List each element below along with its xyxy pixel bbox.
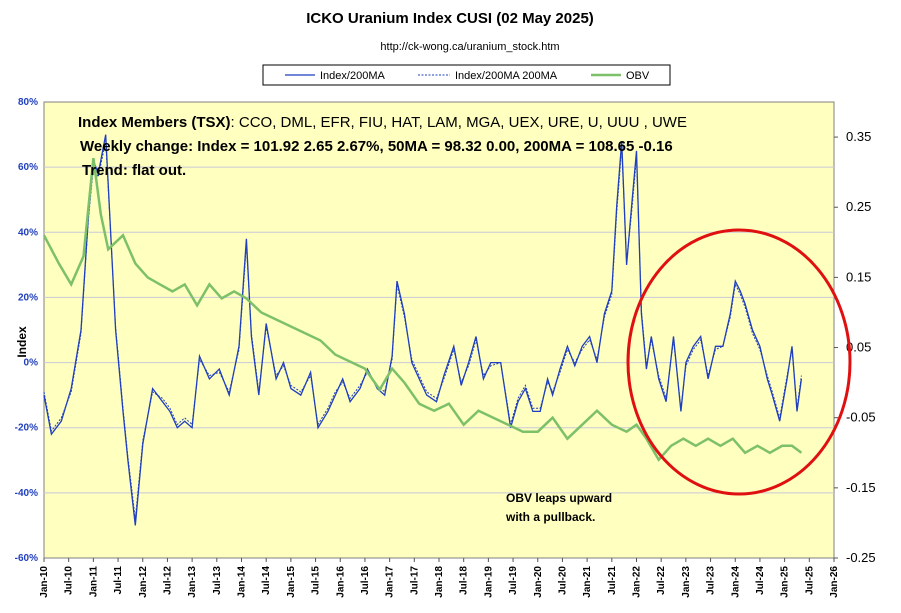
x-tick-label: Jul-16 bbox=[360, 566, 371, 595]
y-left-tick-label: 0% bbox=[24, 358, 39, 369]
series-line-index-200ma-200ma bbox=[43, 140, 802, 519]
x-tick-label: Jul-23 bbox=[706, 566, 717, 595]
y-axis-label: Index bbox=[15, 326, 29, 358]
plot-area bbox=[43, 101, 835, 559]
chart-title: ICKO Uranium Index CUSI (02 May 2025) bbox=[306, 10, 594, 27]
series-group bbox=[42, 134, 803, 526]
y-left-tick-label: -60% bbox=[15, 553, 38, 564]
y-left-tick-label: 40% bbox=[18, 227, 38, 238]
x-tick-label: Jan-15 bbox=[286, 566, 297, 598]
x-tick-label: Jul-22 bbox=[656, 566, 667, 595]
y-right-tick-label: 0.25 bbox=[846, 199, 871, 214]
legend: Index/200MA Index/200MA 200MA OBV bbox=[262, 64, 671, 86]
x-tick-label: Jul-11 bbox=[113, 566, 124, 595]
y-right-tick-label: 0.05 bbox=[846, 340, 871, 355]
y-axis-right: 0.35 0.25 0.15 0.05 -0.05 -0.15 -0.25 bbox=[834, 129, 876, 565]
y-left-tick-label: 80% bbox=[18, 97, 38, 108]
x-tick-label: Jul-19 bbox=[508, 566, 519, 595]
legend-label-index: Index/200MA bbox=[320, 70, 385, 82]
x-tick-label: Jan-14 bbox=[237, 566, 248, 598]
x-axis: Jan-10 Jul-10 Jan-11 Jul-11 Jan-12 Jul-12 Jan-… bbox=[39, 558, 840, 598]
y-right-tick-label: -0.25 bbox=[846, 550, 876, 565]
y-right-tick-label: -0.15 bbox=[846, 480, 876, 495]
x-tick-label: Jan-10 bbox=[39, 566, 50, 598]
y-left-tick-label: 60% bbox=[18, 162, 38, 173]
x-tick-label: Jul-24 bbox=[755, 566, 766, 595]
chart-url: http://ck-wong.ca/uranium_stock.htm bbox=[380, 41, 559, 53]
y-axis-left: 80% 60% 40% 20% 0% -20% -40% -60% bbox=[15, 97, 38, 564]
y-left-tick-label: 20% bbox=[18, 292, 38, 303]
x-tick-label: Jan-17 bbox=[385, 566, 396, 598]
gridlines bbox=[44, 166, 834, 494]
series-line-index-200ma bbox=[43, 134, 803, 526]
x-tick-label: Jul-25 bbox=[804, 566, 815, 595]
obv-note-line2: with a pullback. bbox=[505, 510, 595, 524]
x-tick-label: Jan-16 bbox=[335, 566, 346, 598]
legend-label-ma: Index/200MA 200MA bbox=[455, 70, 558, 82]
highlight-circle bbox=[626, 228, 852, 496]
x-tick-label: Jan-11 bbox=[88, 566, 99, 598]
series-line-obv bbox=[42, 157, 803, 462]
x-tick-label: Jan-12 bbox=[138, 566, 149, 598]
x-tick-label: Jan-26 bbox=[829, 566, 840, 598]
x-tick-label: Jan-25 bbox=[780, 566, 791, 598]
x-tick-label: Jan-13 bbox=[187, 566, 198, 598]
y-right-tick-label: -0.05 bbox=[846, 410, 876, 425]
x-tick-label: Jan-20 bbox=[533, 566, 544, 598]
x-tick-label: Jul-13 bbox=[212, 566, 223, 595]
x-tick-label: Jul-17 bbox=[409, 566, 420, 595]
x-tick-label: Jul-12 bbox=[162, 566, 173, 595]
x-tick-label: Jul-18 bbox=[459, 566, 470, 595]
y-left-tick-label: -20% bbox=[15, 423, 38, 434]
members-annotation: Index Members (TSX): CCO, DML, EFR, FIU,… bbox=[78, 114, 687, 131]
legend-label-obv: OBV bbox=[626, 70, 650, 82]
x-tick-label: Jan-19 bbox=[483, 566, 494, 598]
x-tick-label: Jul-21 bbox=[607, 566, 618, 595]
weekly-change: Weekly change: Index = 101.92 2.65 2.67%… bbox=[80, 138, 673, 155]
x-tick-label: Jan-21 bbox=[582, 566, 593, 598]
x-tick-label: Jan-22 bbox=[632, 566, 643, 598]
x-tick-label: Jul-14 bbox=[261, 566, 272, 595]
members-list: : CCO, DML, EFR, FIU, HAT, LAM, MGA, UEX… bbox=[231, 114, 687, 131]
legend-box bbox=[262, 64, 671, 86]
y-left-tick-label: -40% bbox=[15, 488, 38, 499]
x-tick-label: Jan-24 bbox=[730, 566, 741, 598]
members-label: Index Members (TSX) bbox=[78, 114, 231, 131]
y-right-tick-label: 0.35 bbox=[846, 129, 871, 144]
x-tick-label: Jan-18 bbox=[434, 566, 445, 598]
x-tick-label: Jul-10 bbox=[64, 566, 75, 595]
x-tick-label: Jul-15 bbox=[311, 566, 322, 595]
x-tick-label: Jul-20 bbox=[557, 566, 568, 595]
obv-note-line1: OBV leaps upward bbox=[506, 491, 612, 505]
x-tick-label: Jan-23 bbox=[681, 566, 692, 598]
y-right-tick-label: 0.15 bbox=[846, 269, 871, 284]
trend-text: Trend: flat out. bbox=[82, 162, 186, 179]
